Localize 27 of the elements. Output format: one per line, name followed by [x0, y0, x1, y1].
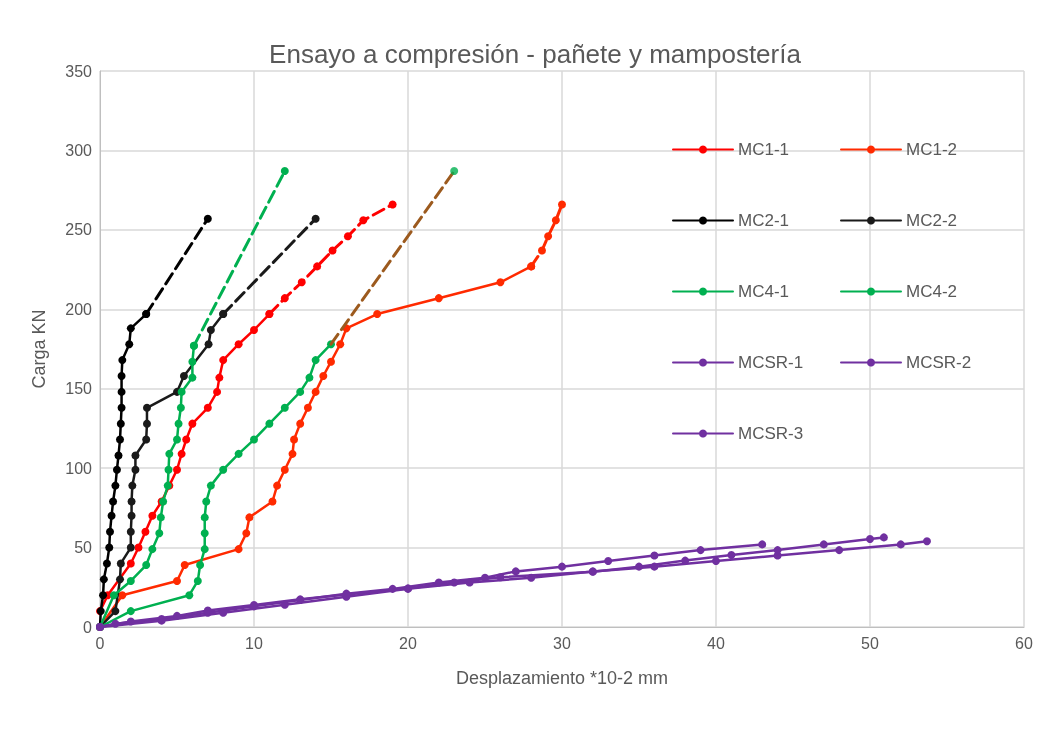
y-tick-label: 300 [65, 141, 93, 159]
x-tick-label: 10 [245, 634, 263, 652]
y-tick-label: 100 [65, 459, 93, 477]
y-tick-label: 150 [65, 380, 93, 398]
y-tick-label: 200 [65, 300, 93, 318]
legend-label: MC1-2 [906, 140, 958, 159]
x-axis-title: Desplazamiento *10-2 mm [455, 668, 669, 688]
x-tick-label: 0 [95, 634, 105, 652]
x-tick-label: 50 [861, 634, 879, 652]
legend-label: MC4-2 [906, 282, 958, 301]
y-tick-label: 250 [65, 221, 93, 239]
y-tick-label: 0 [83, 618, 93, 636]
chart-title: Ensayo a compresión - pañete y mampostería [269, 39, 802, 69]
y-tick-label: 350 [65, 62, 93, 80]
x-tick-label: 30 [553, 634, 571, 652]
legend-label: MCSR-3 [738, 424, 804, 443]
x-tick-label: 20 [399, 634, 417, 652]
legend-label: MC2-2 [906, 211, 958, 230]
legend-label: MCSR-2 [906, 353, 972, 372]
legend-label: MC1-1 [738, 140, 790, 159]
legend-label: MCSR-1 [738, 353, 804, 372]
legend-label: MC4-1 [738, 282, 790, 301]
x-tick-label: 40 [707, 634, 725, 652]
legend-label: MC2-1 [738, 211, 790, 230]
x-tick-label: 60 [1015, 634, 1033, 652]
y-axis-title: Carga KN [29, 309, 49, 389]
y-tick-label: 50 [74, 539, 93, 557]
